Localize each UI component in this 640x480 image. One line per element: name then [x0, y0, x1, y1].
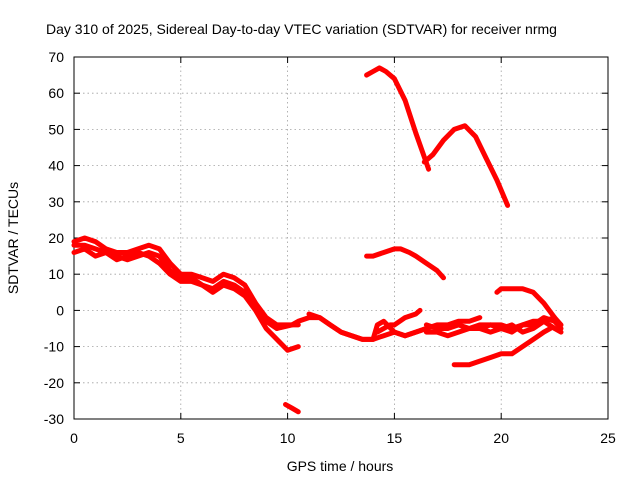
series-line-track-k — [451, 326, 553, 368]
series-line-track-o — [283, 402, 301, 415]
y-axis-tick-labels: -30 -20 -10 0 10 20 30 40 50 60 70 — [44, 49, 64, 427]
y-axis-label: SDTVAR / TECUs — [5, 182, 21, 294]
y-tick-label: 0 — [56, 302, 64, 318]
y-tick-label: -20 — [44, 375, 64, 391]
series-line-track-j — [494, 286, 564, 328]
y-tick-label: -10 — [44, 339, 64, 355]
chart-title: Day 310 of 2025, Sidereal Day-to-day VTE… — [46, 21, 557, 37]
y-tick-label: 10 — [48, 266, 64, 282]
series-line-track-l — [364, 246, 446, 281]
y-tick-label: 70 — [48, 49, 64, 65]
grid-lines — [74, 57, 608, 419]
series-line-track-c — [71, 242, 280, 331]
series-line-track-n — [421, 123, 511, 208]
x-axis-tick-labels: 0 5 10 15 20 25 — [70, 430, 616, 446]
x-tick-label: 25 — [600, 430, 616, 446]
axis-ticks — [73, 56, 609, 420]
y-tick-label: 30 — [48, 194, 64, 210]
series-line-track-h — [423, 315, 564, 335]
y-tick-label: 20 — [48, 230, 64, 246]
x-axis-label: GPS time / hours — [287, 458, 394, 474]
data-series — [71, 65, 564, 415]
x-tick-label: 15 — [387, 430, 403, 446]
x-tick-label: 20 — [493, 430, 509, 446]
series-line-track-i — [477, 318, 564, 335]
series-line-track-m — [364, 65, 432, 172]
y-tick-label: 40 — [48, 158, 64, 174]
x-tick-label: 10 — [280, 430, 296, 446]
y-tick-label: -30 — [44, 411, 64, 427]
x-tick-label: 5 — [177, 430, 185, 446]
y-tick-label: 60 — [48, 85, 64, 101]
y-tick-label: 50 — [48, 121, 64, 137]
x-tick-label: 0 — [70, 430, 78, 446]
series-line-track-f — [374, 307, 423, 335]
